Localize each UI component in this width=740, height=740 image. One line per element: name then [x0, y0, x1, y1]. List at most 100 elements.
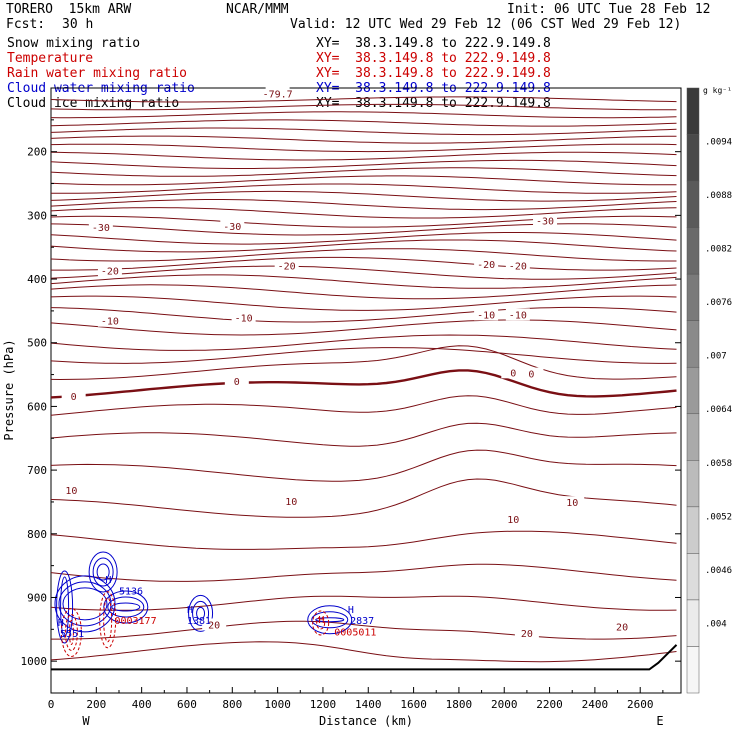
cloud-contour [192, 600, 210, 626]
x-tick-label: 400 [132, 698, 152, 711]
cloud-contour [68, 620, 74, 645]
temperature-label: -20 [477, 260, 495, 271]
temperature-label: 0 [510, 368, 516, 379]
cloud-contour [316, 616, 326, 630]
x-tick-label: 1400 [355, 698, 382, 711]
label-bg [474, 308, 499, 321]
temperature-labels: -79.7-30 -30 -30-20 -20 -20 -20-10 -10 -10 -1000… [59, 87, 635, 640]
colorbar-tick-label: .007 [705, 352, 727, 362]
temperature-label: -79.7 [263, 89, 293, 100]
temperature-label: 10 [65, 486, 77, 497]
isotherm-line [50, 369, 677, 399]
isotherm-line [50, 135, 677, 144]
colorbar-band [686, 320, 700, 368]
field-label-temperature: Temperature [7, 51, 94, 66]
isotherm-line [50, 595, 677, 611]
isotherm-line [50, 119, 677, 127]
y-tick-label: 800 [27, 528, 47, 541]
temperature-label: -10 [235, 314, 253, 325]
terrain-line [51, 644, 678, 671]
isotherm-line [50, 347, 677, 364]
cloud-label: H [348, 605, 354, 616]
label-bg [533, 214, 558, 227]
cloud-label: 5136 [119, 586, 143, 597]
label-bg [505, 259, 530, 272]
y-axis-title: Pressure (hPa) [2, 339, 16, 440]
label-bg [279, 494, 304, 507]
label-bg [97, 264, 122, 277]
valid-time: Valid: 12 UTC Wed 29 Feb 12 (06 CST Wed … [290, 17, 682, 32]
label-bg [224, 375, 249, 388]
cloud-contour [64, 614, 78, 651]
isotherm-line [50, 151, 677, 161]
isotherm-line [50, 103, 677, 111]
temperature-label: -20 [509, 261, 527, 272]
cloud-label: H [318, 615, 324, 626]
forecast-hour: 30 h [62, 17, 94, 32]
isotherm-line [50, 422, 677, 447]
colorbar-band [686, 646, 700, 694]
label-bg [610, 620, 635, 633]
label-bg [59, 484, 84, 497]
west-label: W [82, 714, 90, 728]
temperature-label: -20 [101, 266, 119, 277]
cloud-contour [107, 596, 145, 618]
temperature-label: 20 [208, 620, 220, 631]
colorbar-band [686, 413, 700, 461]
label-bg [514, 626, 539, 639]
temperature-label: -30 [536, 217, 554, 228]
colorbar-band [686, 460, 700, 508]
temperature-label: -10 [101, 317, 119, 328]
isotherm-line [50, 334, 677, 351]
cloud-label: 0003177 [114, 616, 156, 627]
init-time: Init: 06 UTC Tue 28 Feb 12 [507, 2, 711, 17]
isotherm-line [50, 199, 677, 211]
label-bg [505, 308, 530, 321]
xy-range-temperature: XY= 38.3.149.8 to 222.9.149.8 [316, 51, 551, 66]
isotherm-line [50, 295, 677, 311]
temperature-label: 20 [616, 622, 628, 633]
cloud-contour [311, 611, 349, 629]
temperature-label: 0 [234, 377, 240, 388]
isotherm-line [50, 248, 677, 262]
isotherm-line [50, 183, 677, 194]
colorbar-band [686, 273, 700, 321]
isotherm-line [51, 256, 677, 271]
label-bg [274, 259, 299, 272]
label-bg [501, 366, 526, 379]
colorbar-tick-label: .0088 [705, 191, 732, 201]
isotherm-line [50, 530, 677, 550]
y-tick-label: 200 [27, 146, 47, 159]
colorbar-tick-label: .0076 [705, 298, 732, 308]
label-bg [61, 389, 86, 402]
label-bg [231, 311, 256, 324]
isotherm-line [50, 207, 677, 219]
colorbar-band [686, 506, 700, 554]
isotherm-line [50, 190, 677, 202]
isotherm-line [50, 215, 677, 228]
x-tick-label: 600 [177, 698, 197, 711]
temperature-label: 10 [507, 515, 519, 526]
colorbar-unit: g kg⁻¹ [703, 86, 732, 95]
isotherm-line [50, 232, 677, 245]
label-bg [519, 367, 544, 380]
label-bg [88, 221, 113, 234]
isotherm-line [50, 345, 677, 381]
colorbar-tick-label: .0094 [705, 138, 732, 148]
isotherm-line [50, 265, 677, 280]
cloud-contour [188, 594, 214, 632]
xy-range-rain: XY= 38.3.149.8 to 222.9.149.8 [316, 66, 551, 81]
y-tick-label: 700 [27, 464, 47, 477]
isotherm-line [50, 395, 677, 416]
isotherm-line [50, 449, 677, 482]
x-tick-label: 1000 [264, 698, 291, 711]
cloud-contour [88, 551, 118, 593]
isotherm-line [50, 167, 677, 177]
colorbar-band [686, 134, 700, 182]
field-label-rain: Rain water mixing ratio [7, 66, 188, 81]
cloud-contour [54, 575, 116, 633]
cloud-contour [196, 606, 206, 620]
y-tick-label: 500 [27, 337, 47, 350]
